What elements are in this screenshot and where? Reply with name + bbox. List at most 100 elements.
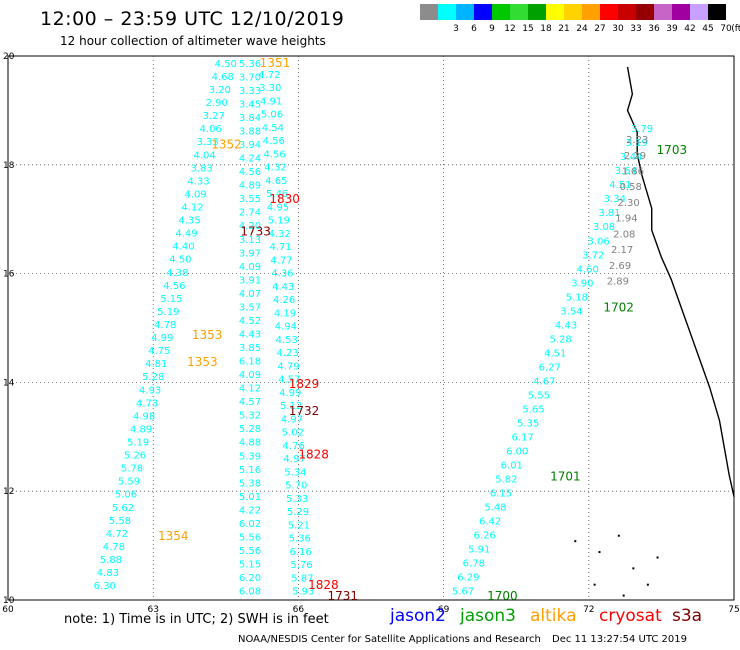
legend-unit: (ft) bbox=[731, 24, 740, 34]
pass-time-label: 1703 bbox=[657, 143, 688, 157]
wave-height-value: 4.51 bbox=[544, 348, 566, 359]
wave-height-value: 4.19 bbox=[274, 308, 296, 319]
legend-swatch bbox=[564, 4, 582, 20]
wave-height-value: 5.29 bbox=[287, 507, 309, 518]
wave-height-value: 4.04 bbox=[193, 150, 215, 161]
wave-height-value: 4.56 bbox=[163, 281, 185, 292]
latitude-tick-label: 16 bbox=[3, 270, 15, 280]
wave-height-value: 5.02 bbox=[282, 428, 304, 439]
wave-height-value: 2.23 bbox=[626, 135, 648, 146]
wave-height-value: 5.06 bbox=[115, 490, 137, 501]
legend-level-label: 21 bbox=[558, 24, 570, 34]
legend-level-label: 30 bbox=[612, 24, 624, 34]
legend-swatch bbox=[672, 4, 690, 20]
legend-level-label: 12 bbox=[504, 24, 516, 34]
wave-height-value: 4.20 bbox=[239, 221, 261, 232]
legend-swatch bbox=[474, 4, 492, 20]
wave-height-value: 2.17 bbox=[611, 245, 633, 256]
wave-height-value: 5.18 bbox=[566, 292, 588, 303]
island-marker bbox=[632, 567, 635, 570]
wave-height-value: 4.67 bbox=[533, 376, 555, 387]
wave-height-value: 3.08 bbox=[593, 222, 615, 233]
pass-time-label: 1701 bbox=[550, 469, 581, 483]
wave-height-value: 5.93 bbox=[292, 587, 314, 598]
wave-height-value: 3.81 bbox=[598, 208, 620, 219]
satellite-jason3: jason3 bbox=[460, 606, 516, 626]
wave-height-value: 6.26 bbox=[474, 531, 496, 542]
page-title: 12:00 – 23:59 UTC 12/10/2019 bbox=[40, 8, 345, 30]
latitude-tick-label: 20 bbox=[3, 52, 15, 62]
wave-height-value: 4.97 bbox=[283, 454, 305, 465]
wave-height-value: 5.56 bbox=[239, 532, 261, 543]
legend-swatch bbox=[708, 4, 726, 20]
legend-level-label: 33 bbox=[630, 24, 642, 34]
wave-height-value: 3.85 bbox=[239, 343, 261, 354]
wave-height-value: 2.69 bbox=[609, 261, 631, 272]
legend-swatch bbox=[420, 4, 438, 20]
legend-swatch bbox=[546, 4, 564, 20]
pass-time-label: 1353 bbox=[192, 328, 223, 342]
wave-height-value: 3.30 bbox=[259, 83, 281, 94]
wave-height-value: 6.01 bbox=[501, 460, 523, 471]
wave-height-value: 4.89 bbox=[239, 181, 261, 192]
wave-height-value: 4.50 bbox=[169, 255, 191, 266]
legend-swatch bbox=[690, 4, 708, 20]
wave-height-value: 5.62 bbox=[112, 503, 134, 514]
satellite-cryosat: cryosat bbox=[599, 606, 662, 626]
satellite-s3a: s3a bbox=[672, 606, 703, 626]
wave-height-value: 3.55 bbox=[239, 194, 261, 205]
wave-height-value: 6.08 bbox=[239, 587, 261, 598]
wave-height-value: 6.20 bbox=[239, 573, 261, 584]
wave-height-value: 6.02 bbox=[239, 519, 261, 530]
wave-height-value: 5.46 bbox=[266, 189, 288, 200]
wave-height-value: 4.75 bbox=[148, 346, 170, 357]
wave-height-value: 4.79 bbox=[277, 361, 299, 372]
wave-height-value: 5.28 bbox=[142, 372, 164, 383]
pass-time-label: 1351 bbox=[260, 56, 291, 70]
pass-time-label: 1732 bbox=[289, 404, 320, 418]
wave-height-value: 3.84 bbox=[239, 113, 261, 124]
wave-height-value: 5.87 bbox=[291, 573, 313, 584]
wave-height-value: 6.78 bbox=[463, 559, 485, 570]
wave-height-value: 4.40 bbox=[172, 242, 194, 253]
pass-time-label: 1352 bbox=[211, 137, 242, 151]
wave-height-value: 4.51 bbox=[609, 180, 631, 191]
wave-height-value: 4.23 bbox=[276, 348, 298, 359]
wave-height-value: 4.65 bbox=[265, 176, 287, 187]
island-marker bbox=[656, 556, 659, 559]
wave-height-value: 4.95 bbox=[267, 202, 289, 213]
wave-height-value: 4.54 bbox=[262, 123, 284, 134]
wave-height-value: 2.89 bbox=[607, 276, 629, 287]
island-marker bbox=[574, 540, 577, 543]
longitude-tick-label: 72 bbox=[583, 605, 594, 615]
wave-height-value: 4.12 bbox=[239, 384, 261, 395]
satellite-altika: altika bbox=[530, 606, 577, 626]
wave-height-value: 5.36 bbox=[289, 534, 311, 545]
wave-height-value: 4.06 bbox=[200, 124, 222, 135]
wave-height-value: 3.90 bbox=[571, 278, 593, 289]
wave-height-value: 5.59 bbox=[118, 477, 140, 488]
wave-height-value: 4.72 bbox=[258, 70, 280, 81]
wave-height-value: 3.33 bbox=[239, 86, 261, 97]
wave-height-value: 5.55 bbox=[528, 390, 550, 401]
wave-height-value: 4.07 bbox=[239, 289, 261, 300]
wave-height-value: 5.65 bbox=[522, 404, 544, 415]
island-marker bbox=[622, 594, 625, 597]
legend-level-label: 27 bbox=[594, 24, 606, 34]
wave-height-value: 4.98 bbox=[133, 411, 155, 422]
island-marker bbox=[646, 583, 649, 586]
wave-height-value: 5.26 bbox=[124, 451, 146, 462]
wave-height-value: 4.81 bbox=[145, 359, 167, 370]
wave-height-value: 4.94 bbox=[275, 322, 297, 333]
wave-height-value: 4.53 bbox=[276, 335, 298, 346]
wave-height-value: 5.48 bbox=[484, 502, 506, 513]
wave-height-value: 5.70 bbox=[285, 481, 307, 492]
pass-time-label: 1702 bbox=[603, 301, 634, 315]
wave-height-value: 5.38 bbox=[239, 478, 261, 489]
wave-height-value: 3.64 bbox=[615, 166, 637, 177]
wave-height-value: 4.68 bbox=[212, 72, 234, 83]
wave-height-value: 6.16 bbox=[290, 547, 312, 558]
wave-height-value: 5.19 bbox=[127, 438, 149, 449]
wave-height-value: 4.83 bbox=[97, 568, 119, 579]
